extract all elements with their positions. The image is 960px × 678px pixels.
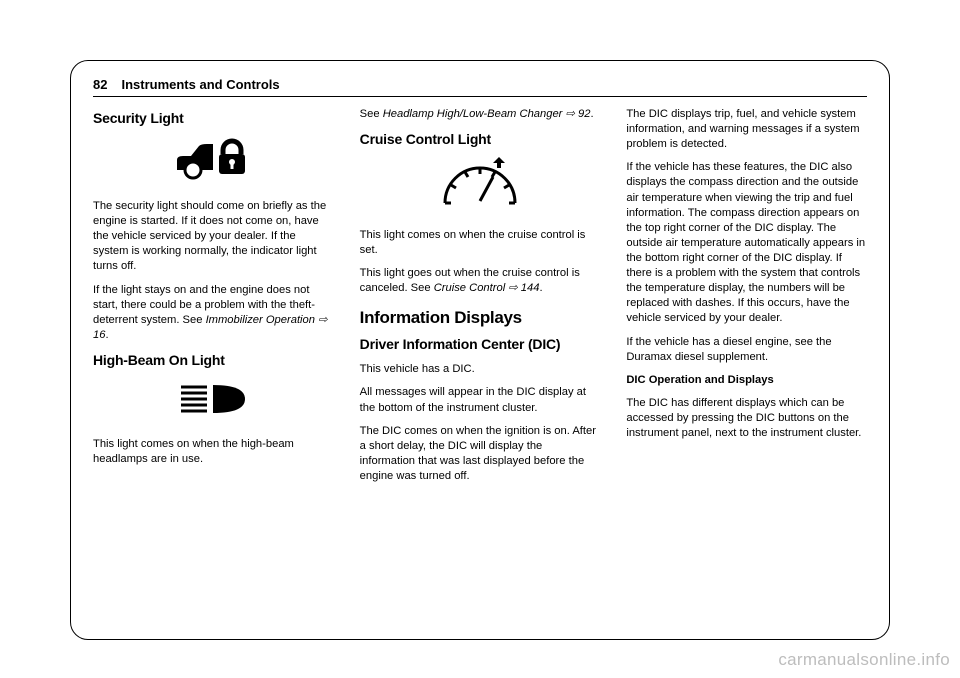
dic-operation-subheading: DIC Operation and Displays [626,373,867,388]
col3-para-2: If the vehicle has these features, the D… [626,160,867,326]
period: . [539,282,542,294]
column-container: Security Light The security [93,107,867,492]
page-number: 82 [93,77,107,92]
headlamp-xref-para: See Headlamp High/Low-Beam Changer ⇨ 92. [360,107,601,122]
high-beam-icon [93,378,334,425]
watermark: carmanualsonline.info [778,650,950,670]
security-light-heading: Security Light [93,109,334,128]
col3-para-4: The DIC has different displays which can… [626,396,867,441]
page-header: 82 Instruments and Controls [93,77,867,97]
col3-para-1: The DIC displays trip, fuel, and vehicle… [626,107,867,152]
security-light-para-2: If the light stays on and the engine doe… [93,283,334,343]
security-light-para-1: The security light should come on briefl… [93,199,334,275]
dic-para-1: This vehicle has a DIC. [360,362,601,377]
cruise-control-heading: Cruise Control Light [360,130,601,149]
cruise-para-2: This light goes out when the cruise cont… [360,266,601,296]
see-prefix: See [360,108,383,120]
high-beam-heading: High-Beam On Light [93,351,334,370]
cruise-control-icon [360,157,601,216]
cruise-para-1: This light comes on when the cruise cont… [360,228,601,258]
column-3: The DIC displays trip, fuel, and vehicle… [626,107,867,492]
high-beam-para: This light comes on when the high-beam h… [93,437,334,467]
period: . [590,108,593,120]
headlamp-xref: Headlamp High/Low-Beam Changer ⇨ 92 [383,108,591,120]
dic-operation-subheading-text: DIC Operation and Displays [626,374,773,386]
dic-heading: Driver Information Center (DIC) [360,335,601,354]
column-1: Security Light The security [93,107,334,492]
dic-para-2: All messages will appear in the DIC disp… [360,385,601,415]
cruise-xref: Cruise Control ⇨ 144 [434,282,540,294]
column-2: See Headlamp High/Low-Beam Changer ⇨ 92.… [360,107,601,492]
information-displays-heading: Information Displays [360,307,601,330]
manual-page: 82 Instruments and Controls Security Ligh… [70,60,890,640]
chapter-title: Instruments and Controls [121,77,279,92]
dic-para-3: The DIC comes on when the ignition is on… [360,424,601,484]
col3-para-3: If the vehicle has a diesel engine, see … [626,335,867,365]
security-light-icon [93,136,334,187]
period: . [105,329,108,341]
